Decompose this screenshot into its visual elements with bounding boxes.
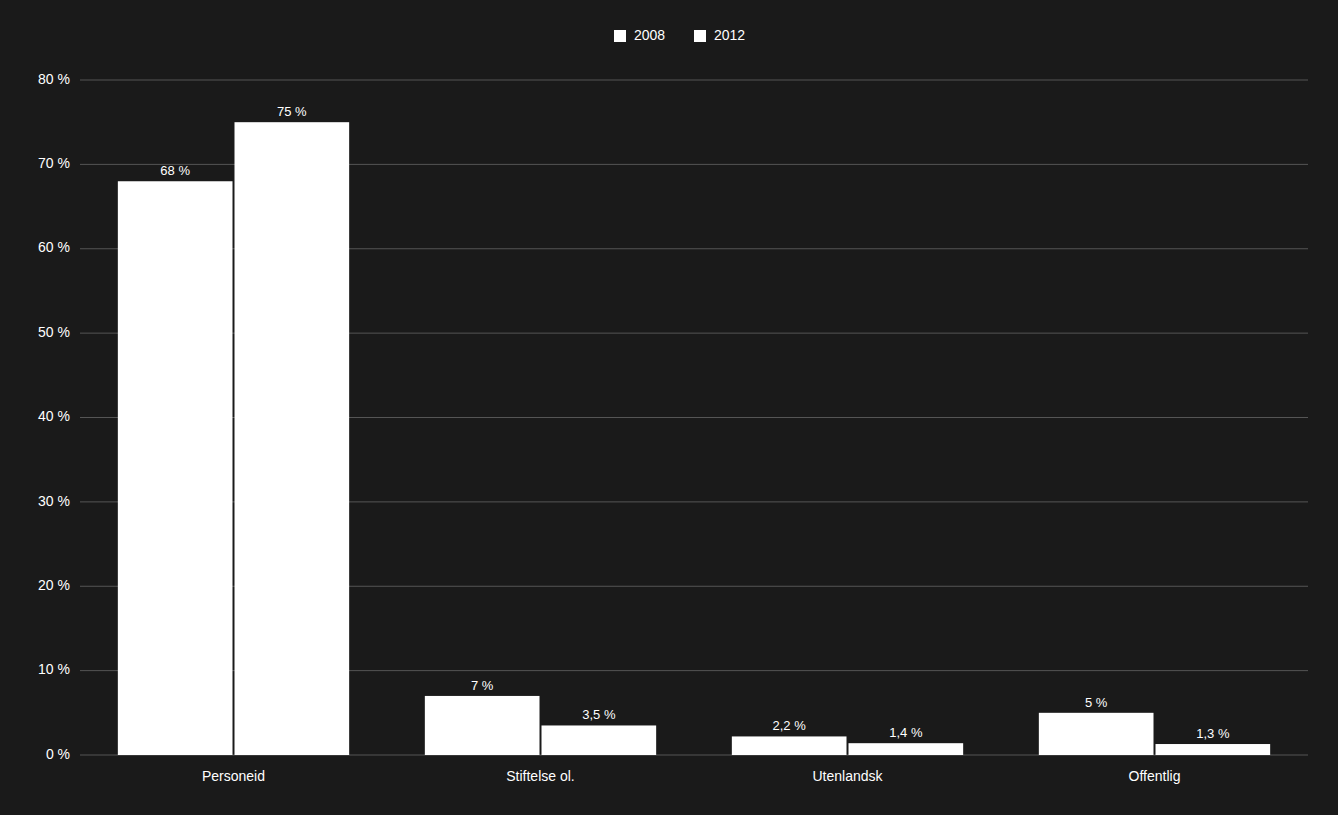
bar	[849, 743, 964, 755]
bar	[732, 736, 847, 755]
bar	[118, 181, 233, 755]
data-labels: 68 % 7 % 2,2 % 5 % 75 % 3,5 % 1,4 % 1,3 %	[160, 104, 1230, 741]
data-label: 1,3 %	[1196, 726, 1230, 741]
x-tick-label: Personeid	[202, 768, 265, 784]
bar	[1156, 744, 1271, 755]
legend-label: 2008	[634, 27, 665, 43]
data-label: 3,5 %	[582, 707, 616, 722]
y-tick-label: 50 %	[38, 324, 70, 340]
x-tick-label: Utenlandsk	[812, 768, 883, 784]
data-label: 2,2 %	[773, 718, 807, 733]
y-tick-label: 20 %	[38, 577, 70, 593]
y-tick-label: 0 %	[46, 746, 70, 762]
bar	[235, 122, 350, 755]
x-tick-label: Stiftelse ol.	[506, 768, 574, 784]
bar	[542, 725, 657, 755]
y-tick-label: 30 %	[38, 493, 70, 509]
legend-swatch	[694, 30, 706, 42]
y-tick-label: 60 %	[38, 239, 70, 255]
legend: 2008 2012	[614, 27, 745, 43]
bar	[425, 696, 540, 755]
grid	[80, 80, 1308, 755]
y-tick-label: 70 %	[38, 155, 70, 171]
chart: 0 % 10 % 20 % 30 % 40 % 50 % 60 % 70 % 80 % 68 % 7…	[0, 0, 1338, 815]
y-tick-label: 80 %	[38, 71, 70, 87]
y-tick-label: 40 %	[38, 408, 70, 424]
bar	[1039, 713, 1154, 755]
data-label: 5 %	[1085, 695, 1108, 710]
data-label: 7 %	[471, 678, 494, 693]
x-tick-label: Offentlig	[1129, 768, 1181, 784]
background	[0, 0, 1338, 815]
legend-swatch	[614, 30, 626, 42]
y-tick-label: 10 %	[38, 661, 70, 677]
grid-line	[80, 80, 1308, 81]
legend-label: 2012	[714, 27, 745, 43]
data-label: 75 %	[277, 104, 307, 119]
data-label: 1,4 %	[889, 725, 923, 740]
data-label: 68 %	[160, 163, 190, 178]
bars	[118, 122, 1270, 755]
